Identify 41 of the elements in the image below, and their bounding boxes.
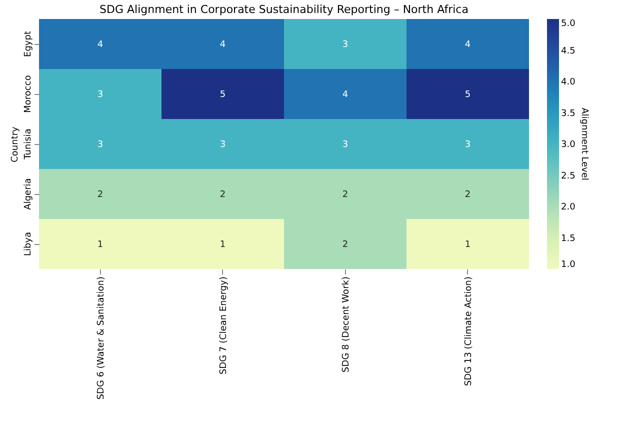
y-tick-label: Algeria xyxy=(24,178,34,210)
color-bar-label: 4.0 xyxy=(561,78,576,88)
x-tick-label: SDG 6 (Water & Sanitation) xyxy=(96,276,106,400)
color-bar-label: 1.0 xyxy=(561,260,576,270)
data-label: 1 xyxy=(97,240,104,250)
y-tick-label: Morocco xyxy=(24,74,34,113)
data-label: 2 xyxy=(342,190,348,200)
data-label: 2 xyxy=(220,190,226,200)
x-tick-label: SDG 8 (Decent Work) xyxy=(341,276,352,372)
data-label: 3 xyxy=(342,40,348,50)
chart-title: SDG Alignment in Corporate Sustainability Reporting – North Africa xyxy=(100,3,468,16)
data-label: 5 xyxy=(464,90,471,100)
color-bar-label: 2.0 xyxy=(561,202,576,212)
data-label: 1 xyxy=(220,240,226,250)
color-bar-label: 3.0 xyxy=(561,140,576,150)
data-label: 3 xyxy=(97,140,104,150)
y-axis-title: Country xyxy=(10,126,20,162)
data-label: 3 xyxy=(220,140,226,150)
data-label: 3 xyxy=(464,140,471,150)
data-label: 4 xyxy=(342,90,348,100)
color-bar-label: 2.5 xyxy=(561,171,576,182)
color-bar-label: 3.5 xyxy=(561,108,576,119)
data-label: 3 xyxy=(342,140,348,150)
data-label: 4 xyxy=(220,40,226,50)
data-label: 1 xyxy=(464,240,471,250)
data-label: 3 xyxy=(97,90,104,100)
data-label: 5 xyxy=(220,90,226,100)
x-tick-label: SDG 7 (Clean Energy) xyxy=(218,276,229,374)
color-bar-label: 1.5 xyxy=(561,234,576,244)
data-label: 2 xyxy=(97,190,104,200)
y-tick-label: Libya xyxy=(24,232,34,256)
color-bar-label: 4.5 xyxy=(561,46,576,56)
data-label: 4 xyxy=(464,40,471,50)
color-bar-title: Alignment Level xyxy=(579,108,589,180)
color-bar-label: 5.0 xyxy=(561,19,576,29)
x-tick-label: SDG 13 (Climate Action) xyxy=(464,276,474,386)
data-label: 4 xyxy=(97,40,104,50)
data-label: 2 xyxy=(342,240,348,250)
data-label: 2 xyxy=(464,190,471,200)
y-tick-label: Tunisia xyxy=(24,128,34,160)
y-tick-label: Egypt xyxy=(24,30,34,57)
